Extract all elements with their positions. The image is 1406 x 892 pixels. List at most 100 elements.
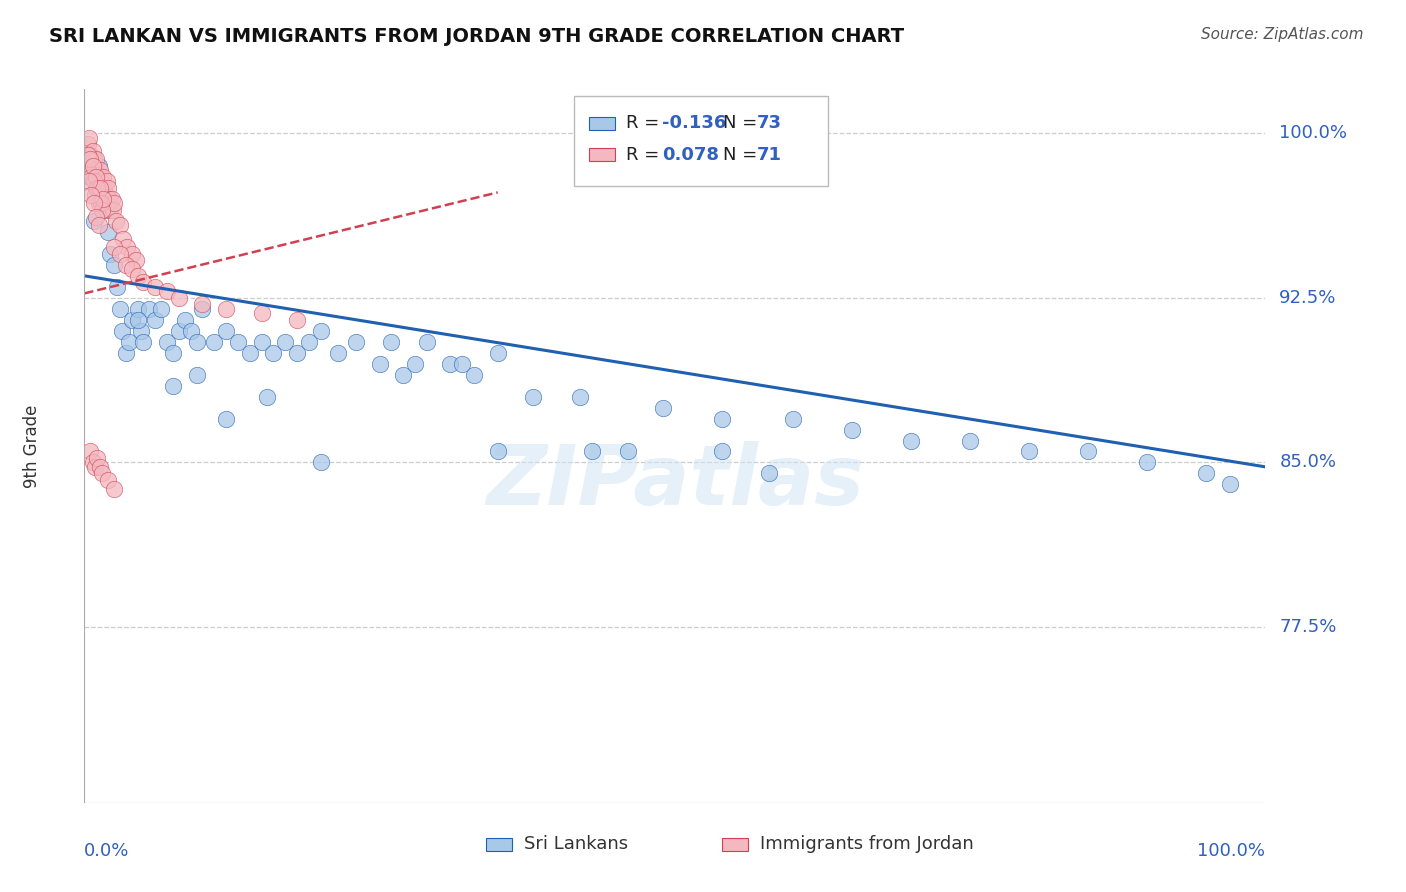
Point [215,324,238,338]
Point [1195,467,1218,481]
Point [79,148,101,162]
Point [115,240,138,254]
Text: 77.5%: 77.5% [1279,618,1337,636]
Point [91,202,114,217]
Point [97,473,120,487]
Point [392,368,415,382]
Point [80,187,103,202]
Point [83,153,105,167]
Point [328,345,350,359]
Point [711,444,734,458]
Point [84,459,107,474]
Text: 73: 73 [756,114,782,132]
Text: 71: 71 [756,146,782,164]
Point [83,174,105,188]
Point [76,148,98,162]
Point [900,434,922,448]
Text: Source: ZipAtlas.com: Source: ZipAtlas.com [1201,27,1364,42]
Point [127,268,149,283]
Point [83,214,105,228]
Point [86,451,108,466]
Point [89,181,111,195]
Point [79,444,101,458]
Point [129,324,152,338]
Point [143,312,166,326]
Point [841,423,863,437]
Point [262,345,284,359]
Point [103,240,125,254]
Text: 85.0%: 85.0% [1279,453,1336,472]
Point [86,169,108,184]
Point [103,258,125,272]
Point [202,334,225,349]
Point [486,444,509,458]
Point [93,181,115,195]
Point [256,390,278,404]
Point [959,434,981,448]
Point [87,196,110,211]
Text: 100.0%: 100.0% [1198,842,1265,860]
Point [167,291,190,305]
Point [581,444,603,458]
Point [121,312,143,326]
Point [451,357,474,371]
Text: R =: R = [627,114,665,132]
Point [118,334,141,349]
Point [87,219,110,233]
Point [77,174,100,188]
Point [82,144,104,158]
Point [77,137,100,152]
Text: 9th Grade: 9th Grade [22,404,41,488]
Text: Sri Lankans: Sri Lankans [523,835,628,853]
Point [127,312,149,326]
Point [87,181,110,195]
Point [569,390,592,404]
Point [108,219,131,233]
Point [77,130,100,145]
Point [86,181,108,195]
Point [94,192,117,206]
Text: -0.136: -0.136 [662,114,727,132]
Point [191,301,214,316]
Point [87,159,110,173]
Point [226,334,249,349]
Point [143,280,166,294]
Point [98,247,121,261]
Text: SRI LANKAN VS IMMIGRANTS FROM JORDAN 9TH GRADE CORRELATION CHART: SRI LANKAN VS IMMIGRANTS FROM JORDAN 9TH… [49,27,904,45]
Point [90,196,112,211]
Point [711,411,734,425]
Point [103,482,125,496]
Point [782,411,804,425]
Point [84,169,107,184]
Point [83,196,105,211]
Point [107,280,129,294]
Point [125,253,148,268]
Point [298,334,321,349]
Point [91,467,114,481]
Point [94,202,117,217]
Text: 0.0%: 0.0% [84,842,129,860]
Point [416,334,439,349]
Point [84,210,107,224]
Point [186,334,208,349]
Point [173,312,195,326]
Point [105,214,128,228]
Text: ZIPatlas: ZIPatlas [486,442,863,522]
Point [79,153,101,167]
Point [84,153,107,167]
Point [91,169,114,184]
Point [76,159,98,173]
Point [80,159,103,173]
Point [91,181,114,195]
Point [285,345,308,359]
Point [274,334,297,349]
Point [82,159,104,173]
Point [132,276,155,290]
FancyBboxPatch shape [575,96,828,186]
Point [616,444,638,458]
Point [132,334,155,349]
Text: 92.5%: 92.5% [1279,289,1337,307]
FancyBboxPatch shape [589,117,614,130]
Point [77,148,100,162]
Point [79,169,101,184]
